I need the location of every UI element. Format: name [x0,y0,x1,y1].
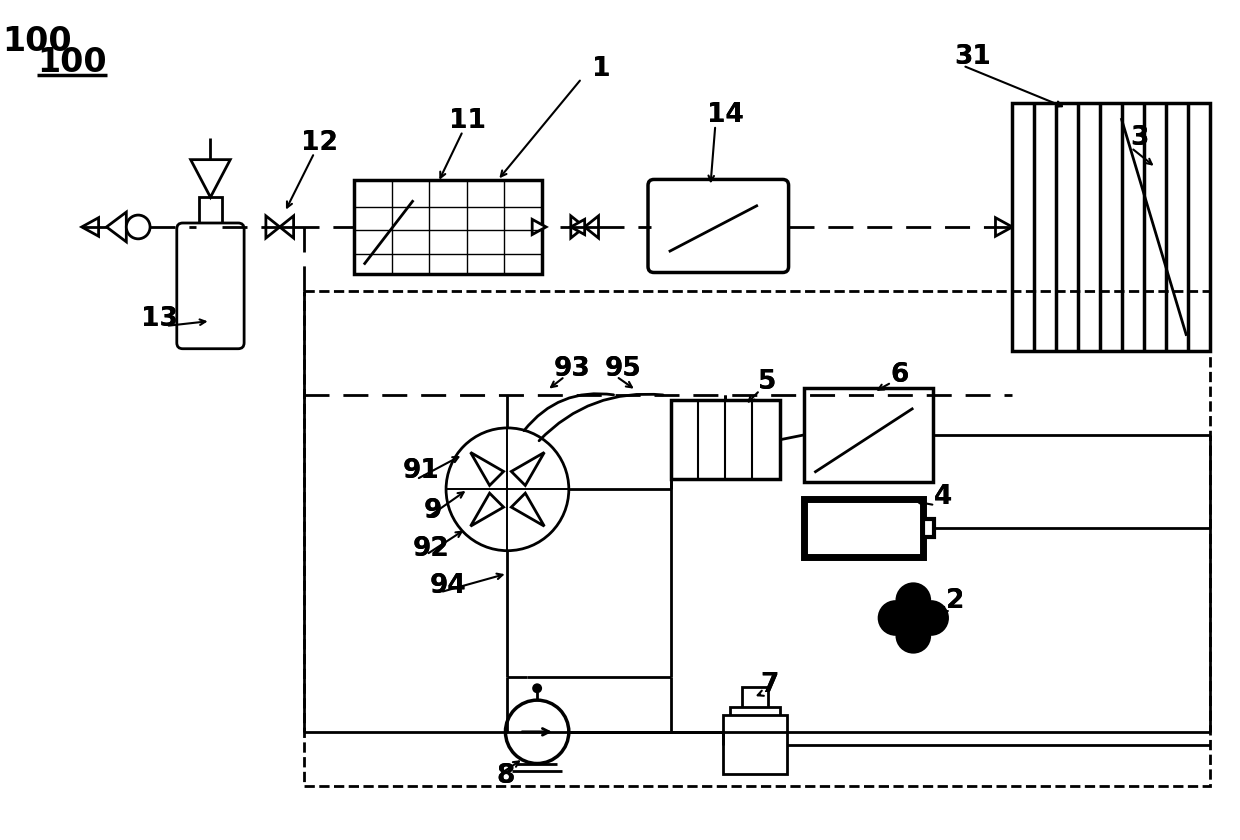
Text: 4: 4 [934,484,952,510]
Text: 6: 6 [890,362,909,388]
Text: 11: 11 [449,108,486,134]
Text: 91: 91 [403,459,440,485]
Circle shape [446,428,569,551]
Text: 2: 2 [946,588,963,614]
Text: 1: 1 [593,55,611,81]
Text: 11: 11 [449,108,486,134]
Text: 9: 9 [424,498,443,524]
Polygon shape [570,219,584,234]
Bar [1012,103,1210,351]
Text: 13: 13 [140,306,177,332]
Text: 94: 94 [430,574,466,599]
Text: 7: 7 [760,672,779,698]
Polygon shape [570,216,584,238]
Polygon shape [82,218,99,236]
Text: 2: 2 [946,588,963,614]
Text: 8: 8 [496,764,515,790]
Circle shape [532,683,542,693]
Text: 14: 14 [707,102,744,128]
Text: 92: 92 [413,536,450,562]
Text: 94: 94 [430,574,466,599]
Bar [353,181,542,275]
Circle shape [895,618,931,654]
Text: 91: 91 [403,459,440,485]
Text: 100: 100 [37,46,107,79]
Text: 31: 31 [955,44,991,70]
Circle shape [126,215,150,239]
Polygon shape [280,216,294,238]
Circle shape [904,608,924,627]
Text: 6: 6 [890,362,909,388]
Text: 93: 93 [553,355,590,381]
Text: 95: 95 [605,355,641,381]
Text: 5: 5 [758,370,776,396]
FancyBboxPatch shape [649,180,789,272]
Text: 100: 100 [2,25,72,58]
Text: 13: 13 [140,306,177,332]
Bar [805,499,924,557]
Text: 8: 8 [496,764,515,790]
Polygon shape [107,213,126,242]
Text: 95: 95 [605,355,641,381]
FancyBboxPatch shape [177,223,244,349]
Text: 9: 9 [424,498,443,524]
Text: 31: 31 [955,44,991,70]
Text: 12: 12 [301,130,337,155]
Text: 5: 5 [758,370,776,396]
Bar [742,687,768,712]
Bar [924,519,934,537]
Bar [671,400,780,480]
Text: 1: 1 [593,55,611,81]
Polygon shape [191,160,231,197]
Bar [198,197,222,229]
Text: 12: 12 [301,130,337,155]
Text: 92: 92 [413,536,450,562]
Circle shape [895,582,931,618]
Polygon shape [532,219,546,234]
Polygon shape [584,216,599,238]
Bar [723,715,786,774]
Bar [730,707,780,717]
Text: 4: 4 [934,484,952,510]
Text: 3: 3 [1130,125,1148,151]
Text: 14: 14 [707,102,744,128]
Text: 7: 7 [760,672,779,698]
Polygon shape [996,218,1012,236]
Circle shape [914,600,949,636]
Bar [305,291,1210,786]
Bar [805,388,934,482]
Text: 93: 93 [553,355,590,381]
Circle shape [506,701,569,764]
Text: 3: 3 [1130,125,1148,151]
Polygon shape [265,216,280,238]
Circle shape [878,600,914,636]
